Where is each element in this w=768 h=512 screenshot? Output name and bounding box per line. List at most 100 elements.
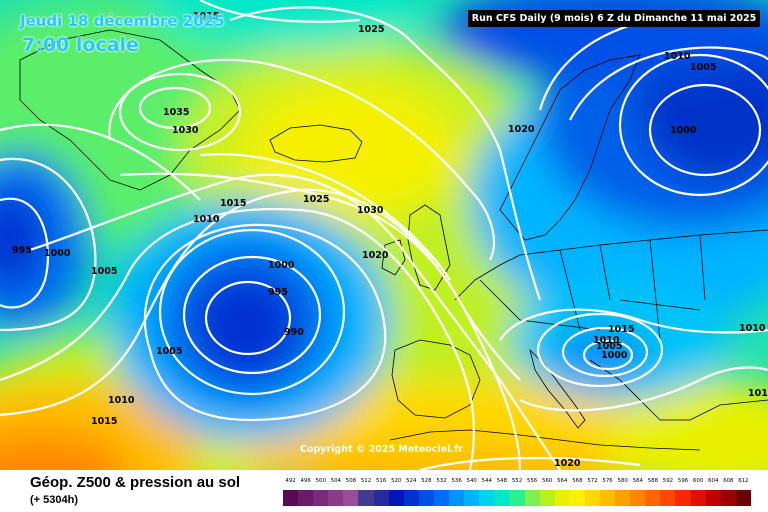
legend-value: 492 <box>285 478 296 484</box>
legend-value: 544 <box>481 478 492 484</box>
isobar-1005-east <box>618 53 768 197</box>
isobar-1010-south <box>0 208 476 470</box>
legend-value: 540 <box>466 478 477 484</box>
legend-value: 604 <box>708 478 719 484</box>
legend-swatch <box>720 490 736 506</box>
weather-map: 1015 1025 1010 1005 1000 1035 1030 1020 … <box>0 0 768 470</box>
legend-value: 560 <box>542 478 553 484</box>
legend-labels: 492 496 500 504 508 512 516 520 524 528 532 536 540 5… <box>283 478 751 490</box>
legend-bar <box>283 490 751 506</box>
isobar-1010-east <box>569 46 768 121</box>
legend-swatch <box>554 490 570 506</box>
isobar-1025-north <box>108 58 495 261</box>
isobar-1035 <box>138 86 212 130</box>
isobar-1000-west <box>0 197 50 309</box>
legend-value: 588 <box>647 478 658 484</box>
legend-swatch <box>343 490 359 506</box>
forecast-time: 7:00 locale <box>22 34 139 56</box>
isobar-label: 1010 <box>748 388 768 399</box>
footer: Géop. Z500 & pression au sol (+ 5304h) 4… <box>0 470 768 512</box>
isobar-label: 1015 <box>608 324 634 335</box>
isobar-1015-med <box>499 308 768 341</box>
scandinavia-coast <box>499 54 641 241</box>
ireland-coast <box>381 239 406 276</box>
borders <box>479 234 706 341</box>
legend-swatch <box>645 490 661 506</box>
isobar-1020-africa <box>419 456 641 470</box>
isobars <box>0 0 768 470</box>
legend-value: 612 <box>738 478 749 484</box>
legend-swatch <box>599 490 616 506</box>
isobar-label: 1015 <box>220 198 246 209</box>
legend-swatch <box>735 490 751 506</box>
isobar-label: 995 <box>268 287 288 298</box>
legend-value: 528 <box>421 478 432 484</box>
isobar-label: 1005 <box>690 62 716 73</box>
legend-swatch <box>464 490 480 506</box>
legend-swatch <box>418 490 434 506</box>
uk-coast <box>407 204 451 291</box>
isobar-label: 1005 <box>156 346 182 357</box>
isobar-label: 1005 <box>91 266 117 277</box>
legend-swatch <box>328 490 344 506</box>
legend-value: 496 <box>300 478 311 484</box>
isobar-label: 1035 <box>163 107 189 118</box>
isobar-label: 1020 <box>362 250 389 261</box>
legend-value: 596 <box>677 478 689 484</box>
isobar-label: 1020 <box>508 124 535 135</box>
isobar-1025-mid <box>119 172 521 381</box>
isobar-label: 1015 <box>193 11 219 22</box>
forecast-hour: (+ 5304h) <box>30 494 78 506</box>
legend-swatch <box>630 490 646 506</box>
legend-swatch <box>313 490 329 506</box>
legend-value: 552 <box>511 478 523 484</box>
isobar-1005-west <box>0 157 97 332</box>
isobar-1015-north <box>199 0 361 23</box>
legend-value: 548 <box>496 478 508 484</box>
copyright: Copyright © 2025 Meteociel.fr <box>300 444 463 455</box>
legend-value: 564 <box>557 478 568 484</box>
legend-swatch <box>283 490 299 506</box>
legend-swatch <box>509 490 525 506</box>
isobar-1000-east <box>648 83 762 177</box>
legend-swatch <box>569 490 585 506</box>
legend-swatch <box>539 490 555 506</box>
legend-value: 592 <box>662 478 674 484</box>
isobar-label: 1010 <box>108 395 135 406</box>
isobar-1020-north <box>229 6 542 301</box>
italy-coast <box>529 348 586 429</box>
isobar-label: 990 <box>284 327 304 338</box>
isobar-1030-mid <box>199 153 451 281</box>
isobar-label: 1010 <box>593 335 620 346</box>
legend-swatch <box>298 490 314 506</box>
isobar-label: 1010 <box>739 323 766 334</box>
isobar-1005-med <box>561 326 649 378</box>
isobar-label: 1000 <box>670 125 697 136</box>
legend-value: 568 <box>572 478 583 484</box>
legend-swatch <box>524 490 540 506</box>
legend-value: 580 <box>617 478 628 484</box>
legend-value: 556 <box>526 478 538 484</box>
isobar-995 <box>182 255 322 375</box>
isobar-1005-low <box>143 223 387 422</box>
legend-swatch <box>433 490 450 506</box>
balkans-coast <box>589 359 768 421</box>
isobar-1015-balkans <box>519 366 768 412</box>
isobar-1020-mid <box>29 173 561 470</box>
isobar-label: 1000 <box>601 350 628 361</box>
legend-swatch <box>403 490 419 506</box>
legend-swatch <box>358 490 374 506</box>
legend-swatch <box>675 490 691 506</box>
isobar-label: 1015 <box>91 416 117 427</box>
legend-swatch <box>690 490 706 506</box>
isobar-1010-west <box>0 123 201 201</box>
isobar-label: 1025 <box>358 24 384 35</box>
iceland-coast <box>269 124 363 163</box>
isobar-label: 1000 <box>268 260 295 271</box>
legend-value: 512 <box>360 478 372 484</box>
isobar-label: 1000 <box>44 248 71 259</box>
legend-value: 608 <box>723 478 734 484</box>
legend-swatch <box>388 490 404 506</box>
map-canvas: 1015 1025 1010 1005 1000 1035 1030 1020 … <box>0 0 768 470</box>
legend-value: 504 <box>330 478 341 484</box>
